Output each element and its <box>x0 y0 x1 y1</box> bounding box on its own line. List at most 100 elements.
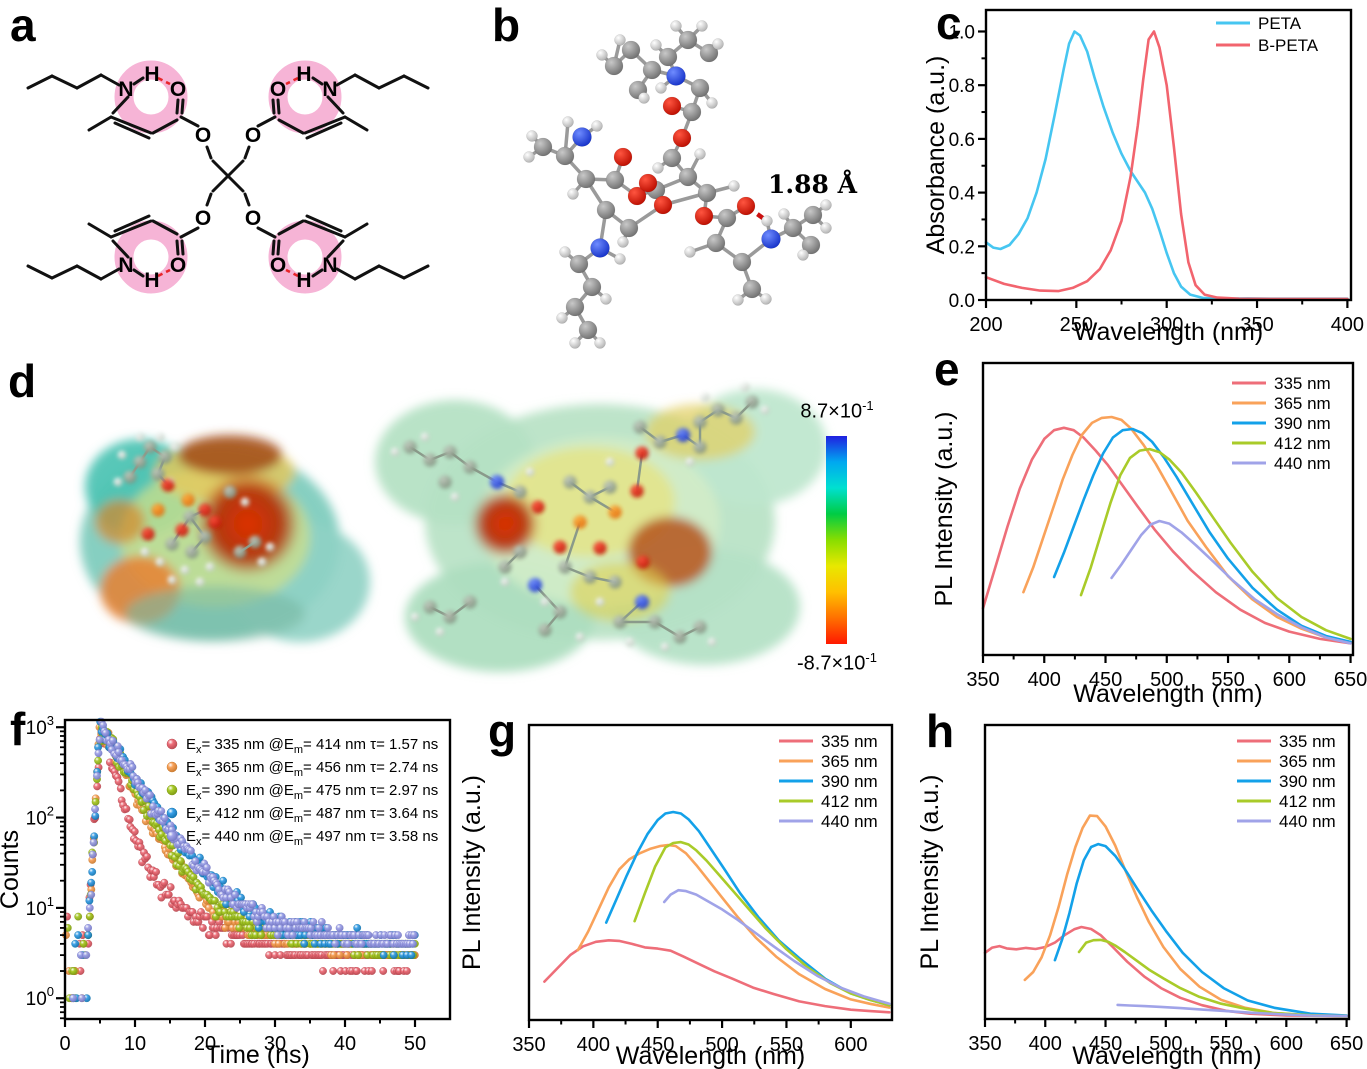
svg-text:Ex= 365 nm @Em= 456 nm τ= 2.74: Ex= 365 nm @Em= 456 nm τ= 2.74 ns <box>186 759 438 779</box>
svg-text:H: H <box>296 269 311 292</box>
svg-text:30: 30 <box>264 1033 286 1055</box>
svg-text:500: 500 <box>1149 1033 1182 1055</box>
svg-text:400: 400 <box>1029 1033 1062 1055</box>
svg-text:0.8: 0.8 <box>949 76 975 97</box>
svg-text:Wavelength (nm): Wavelength (nm) <box>1072 1042 1261 1069</box>
pl-spectra-chart-e: 350 400 450 500 550 600 650 Wavelength (nm) PL I… <box>935 361 1367 707</box>
svg-text:Wavelength (nm): Wavelength (nm) <box>1073 680 1262 707</box>
panel-label-e: e <box>934 343 960 395</box>
svg-text:0.6: 0.6 <box>949 130 975 151</box>
svg-text:250: 250 <box>1060 314 1093 336</box>
colorbar-max-label: 8.7×10-1 <box>800 398 874 423</box>
panel-label-a: a <box>10 0 36 51</box>
svg-text:0: 0 <box>59 1033 70 1055</box>
svg-text:Counts: Counts <box>0 830 24 909</box>
svg-text:365 nm: 365 nm <box>1279 752 1336 771</box>
svg-text:500: 500 <box>705 1034 738 1056</box>
svg-text:O: O <box>170 254 186 277</box>
svg-text:O: O <box>195 207 211 230</box>
svg-text:500: 500 <box>1150 669 1183 691</box>
svg-text:400: 400 <box>1331 314 1364 336</box>
svg-text:650: 650 <box>1330 1033 1363 1055</box>
svg-text:412 nm: 412 nm <box>821 792 878 811</box>
svg-text:Wavelength (nm): Wavelength (nm) <box>1074 318 1263 345</box>
svg-text:0.4: 0.4 <box>949 184 976 205</box>
svg-text:400: 400 <box>577 1034 610 1056</box>
svg-text:O: O <box>170 78 186 101</box>
svg-text:350: 350 <box>1240 314 1273 336</box>
svg-text:412 nm: 412 nm <box>1279 792 1336 811</box>
svg-text:H: H <box>144 63 159 86</box>
svg-text:40: 40 <box>334 1033 356 1055</box>
svg-text:50: 50 <box>404 1033 426 1055</box>
svg-text:10: 10 <box>124 1033 146 1055</box>
panel-label-d: d <box>8 355 37 407</box>
svg-text:600: 600 <box>834 1034 867 1056</box>
svg-text:Wavelength (nm): Wavelength (nm) <box>616 1042 805 1069</box>
svg-text:400: 400 <box>1028 669 1061 691</box>
svg-text:0.2: 0.2 <box>949 237 975 258</box>
pl-spectra-chart-g: 350 400 450 500 550 600 Wavelength (nm) PL Inte… <box>462 723 894 1069</box>
svg-text:O: O <box>270 254 286 277</box>
svg-text:390 nm: 390 nm <box>1279 772 1336 791</box>
panel-label-b: b <box>492 0 521 51</box>
svg-text:100: 100 <box>26 984 54 1010</box>
svg-text:350: 350 <box>512 1034 545 1056</box>
svg-text:O: O <box>195 124 211 147</box>
svg-text:1.0: 1.0 <box>949 22 975 43</box>
svg-text:200: 200 <box>969 314 1002 336</box>
svg-text:440 nm: 440 nm <box>1274 454 1331 473</box>
svg-text:O: O <box>245 207 261 230</box>
svg-text:Ex= 412 nm @Em= 487 nm τ= 3.64: Ex= 412 nm @Em= 487 nm τ= 3.64 ns <box>186 805 438 825</box>
svg-text:600: 600 <box>1273 669 1306 691</box>
lifetime-decay-chart: 0 10 20 30 40 50 100 101 102 103 Time (ns) Counts Ex… <box>0 713 452 1069</box>
svg-text:103: 103 <box>26 713 54 739</box>
svg-text:H: H <box>296 63 311 86</box>
svg-text:650: 650 <box>1334 669 1367 691</box>
hbond-distance-annotation: 1.88 Å <box>768 170 857 199</box>
panel-label-c: c <box>936 0 962 49</box>
svg-text:350: 350 <box>968 1033 1001 1055</box>
svg-text:PETA: PETA <box>1258 14 1302 33</box>
svg-text:412 nm: 412 nm <box>1274 434 1331 453</box>
svg-text:Time (ns): Time (ns) <box>205 1041 310 1069</box>
svg-text:600: 600 <box>1270 1033 1303 1055</box>
svg-text:101: 101 <box>26 894 54 920</box>
svg-text:450: 450 <box>1089 1033 1122 1055</box>
svg-text:H: H <box>144 269 159 292</box>
svg-text:N: N <box>118 78 133 101</box>
svg-text:450: 450 <box>1089 669 1122 691</box>
svg-text:PL Intensity (a.u.): PL Intensity (a.u.) <box>920 775 944 970</box>
svg-text:PL Intensity (a.u.): PL Intensity (a.u.) <box>935 412 958 607</box>
svg-text:335 nm: 335 nm <box>1274 374 1331 393</box>
svg-text:Ex= 390 nm @Em= 475 nm τ= 2.97: Ex= 390 nm @Em= 475 nm τ= 2.97 ns <box>186 782 438 802</box>
svg-text:335 nm: 335 nm <box>821 732 878 751</box>
svg-text:PL Intensity (a.u.): PL Intensity (a.u.) <box>462 775 486 970</box>
svg-text:440 nm: 440 nm <box>1279 812 1336 831</box>
svg-text:300: 300 <box>1150 314 1183 336</box>
svg-text:B-PETA: B-PETA <box>1258 36 1319 55</box>
svg-text:365 nm: 365 nm <box>821 752 878 771</box>
svg-text:N: N <box>322 254 337 277</box>
esp-surfaces <box>80 382 847 672</box>
pl-spectra-chart-h: 350 400 450 500 550 600 650 Wavelength (nm) PL I… <box>920 723 1363 1069</box>
svg-text:550: 550 <box>1211 669 1244 691</box>
svg-text:20: 20 <box>194 1033 216 1055</box>
panel-label-g: g <box>488 705 517 757</box>
svg-text:N: N <box>322 78 337 101</box>
svg-text:0.0: 0.0 <box>949 291 975 312</box>
svg-text:O: O <box>270 78 286 101</box>
svg-text:390 nm: 390 nm <box>1274 414 1331 433</box>
svg-text:N: N <box>118 254 133 277</box>
svg-text:450: 450 <box>641 1034 674 1056</box>
panel-label-h: h <box>926 705 955 757</box>
svg-text:350: 350 <box>966 669 999 691</box>
svg-text:550: 550 <box>1209 1033 1242 1055</box>
svg-text:550: 550 <box>770 1034 803 1056</box>
absorbance-chart: 200 250 300 350 400 0.0 0.2 0.4 0.6 0.8 1.0 Wavelen… <box>925 8 1364 345</box>
panel-label-f: f <box>10 703 26 755</box>
svg-text:Ex= 440 nm @Em= 497 nm τ= 3.58: Ex= 440 nm @Em= 497 nm τ= 3.58 ns <box>186 828 438 848</box>
svg-text:390 nm: 390 nm <box>821 772 878 791</box>
